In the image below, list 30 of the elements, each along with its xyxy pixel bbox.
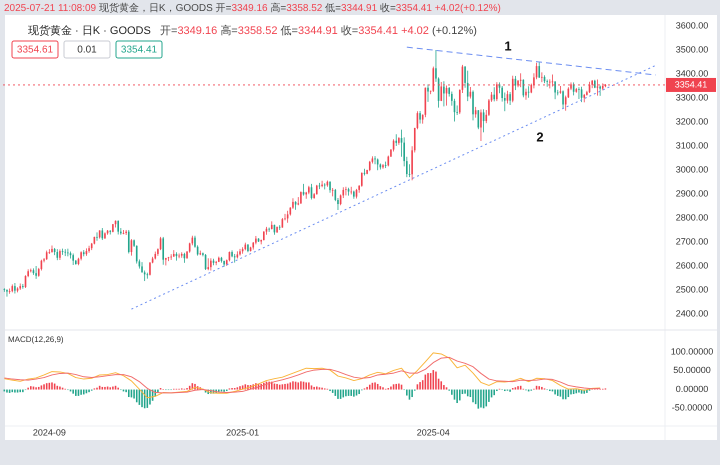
x-tick-label: 2025-04 (416, 427, 450, 438)
text: 现货黄金 · 日K · GOODS (28, 24, 151, 37)
annotation: 3354.41 (120, 44, 158, 56)
y-tick-label: 3400.00 (676, 68, 708, 78)
y-tick-label: 50.00000 (673, 365, 711, 376)
y-tick-label: 3600.00 (676, 20, 708, 30)
y-tick-label: 2400.00 (676, 308, 708, 318)
text: 开=3349.16 高=3358.52 低=3344.91 收=3354.41 +4.02 (+0.12%) (160, 24, 477, 37)
annotation: 2 (536, 129, 544, 144)
annotation: 1 (504, 38, 512, 54)
annotation: 3354.61 (16, 44, 54, 56)
text: 2025-07-21 11:08:09 现货黄金，日K，GOODS 开=3349.16 高=3358.52 低=3344.91 收=3354.41 +4.02(+0.12%) (4, 2, 501, 14)
y-tick-label: -50.00000 (672, 402, 712, 413)
ref-line-label: 3354.41 (674, 79, 708, 90)
text: MACD(12,26,9) (8, 335, 64, 344)
y-tick-label: 2700.00 (676, 236, 708, 246)
x-tick-label: 2025-01 (226, 427, 260, 438)
y-tick-label: 2600.00 (676, 260, 708, 270)
y-tick-label: 3000.00 (676, 164, 708, 174)
y-tick-label: 2500.00 (676, 284, 708, 294)
y-tick-label: 3300.00 (676, 92, 708, 102)
y-tick-label: 2900.00 (676, 188, 708, 198)
annotation: 0.01 (77, 44, 98, 56)
y-tick-label: 2800.00 (676, 212, 708, 222)
x-tick-label: 2024-09 (32, 427, 66, 438)
y-tick-label: 3200.00 (676, 116, 708, 126)
y-tick-label: 3100.00 (676, 140, 708, 150)
y-tick-label: 100.00000 (670, 346, 714, 356)
y-tick-label: 0.00000 (676, 384, 708, 394)
y-tick-label: 3500.00 (676, 44, 708, 54)
